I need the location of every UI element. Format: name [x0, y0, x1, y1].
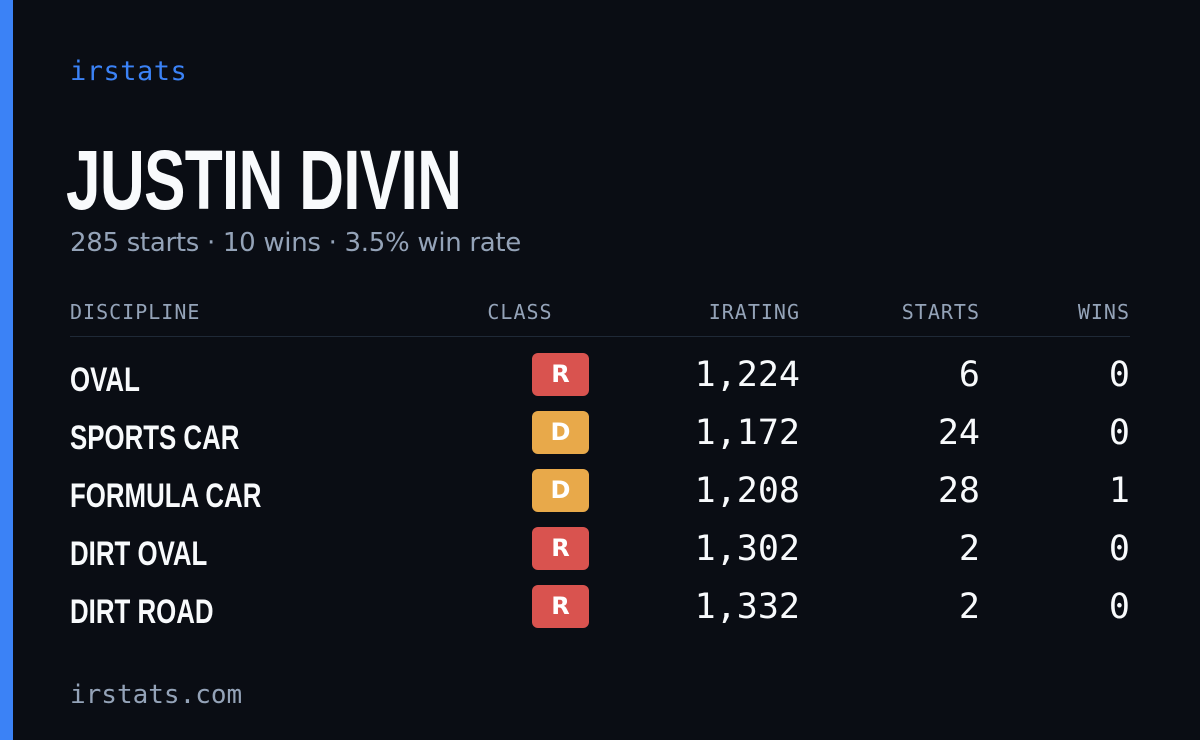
- wins-value: 0: [1108, 587, 1130, 627]
- starts-value: 24: [937, 413, 980, 453]
- table-row: DIRT ROAD R 1,332 2 0: [70, 585, 1130, 643]
- header-starts: STARTS: [901, 300, 980, 324]
- header-discipline: DISCIPLINE: [70, 300, 201, 324]
- irating-value: 1,332: [694, 587, 800, 627]
- discipline-name: FORMULA CAR: [70, 477, 262, 515]
- irating-value: 1,208: [694, 471, 800, 511]
- class-badge: R: [532, 585, 589, 628]
- table-row: DIRT OVAL R 1,302 2 0: [70, 527, 1130, 585]
- wins-value: 1: [1108, 471, 1130, 511]
- wins-value: 0: [1108, 413, 1130, 453]
- discipline-name: SPORTS CAR: [70, 419, 240, 457]
- discipline-name: DIRT OVAL: [70, 535, 208, 573]
- starts-value: 2: [958, 529, 980, 569]
- class-badge: R: [532, 527, 589, 570]
- driver-summary: 285 starts · 10 wins · 3.5% win rate: [70, 228, 522, 258]
- discipline-name: OVAL: [70, 361, 140, 399]
- discipline-name: DIRT ROAD: [70, 593, 214, 631]
- starts-value: 6: [958, 355, 980, 395]
- accent-bar: [0, 0, 13, 740]
- irating-value: 1,302: [694, 529, 800, 569]
- wins-value: 0: [1108, 529, 1130, 569]
- irating-value: 1,224: [694, 355, 800, 395]
- table-body: OVAL R 1,224 6 0 SPORTS CAR D 1,172 24 0…: [70, 337, 1130, 643]
- class-badge: D: [532, 469, 589, 512]
- wins-value: 0: [1108, 355, 1130, 395]
- table-row: SPORTS CAR D 1,172 24 0: [70, 411, 1130, 469]
- irating-value: 1,172: [694, 413, 800, 453]
- driver-name: JUSTIN DIVIN: [66, 133, 462, 227]
- table-row: FORMULA CAR D 1,208 28 1: [70, 469, 1130, 527]
- starts-value: 28: [937, 471, 980, 511]
- class-badge: R: [532, 353, 589, 396]
- table-header: DISCIPLINE CLASS IRATING STARTS WINS: [70, 296, 1130, 337]
- brand-logo-text[interactable]: irstats: [70, 56, 188, 87]
- table-row: OVAL R 1,224 6 0: [70, 353, 1130, 411]
- discipline-table: DISCIPLINE CLASS IRATING STARTS WINS OVA…: [70, 296, 1130, 643]
- header-irating: IRATING: [708, 300, 800, 324]
- header-class: CLASS: [487, 300, 553, 324]
- header-wins: WINS: [1077, 300, 1130, 324]
- starts-value: 2: [958, 587, 980, 627]
- class-badge: D: [532, 411, 589, 454]
- footer-url[interactable]: irstats.com: [70, 680, 243, 710]
